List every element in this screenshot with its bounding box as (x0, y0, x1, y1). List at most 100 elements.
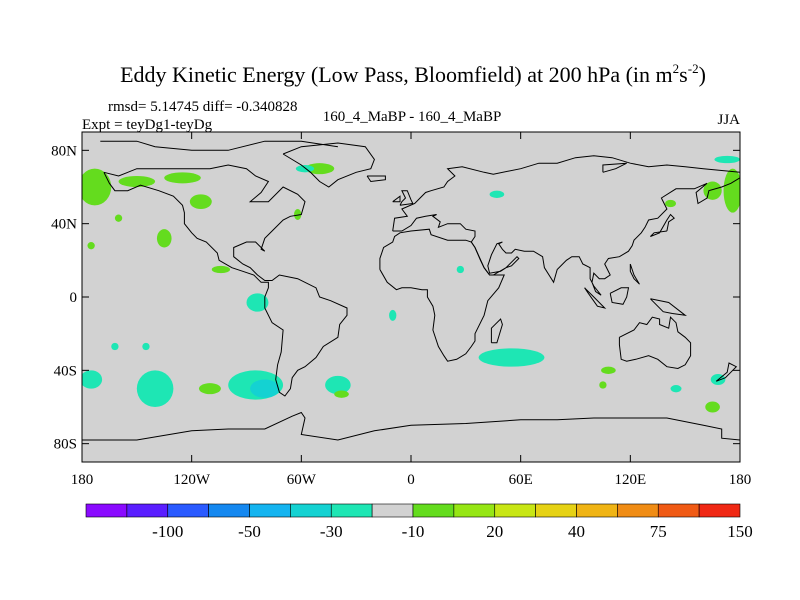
coastline-2 (282, 142, 375, 188)
colorbar-box-15 (698, 503, 741, 518)
colorbar-label-6: 75 (650, 522, 667, 541)
contour-regions (82, 155, 740, 413)
colorbar-box-3 (208, 503, 250, 518)
contour-region-21 (198, 383, 221, 395)
colorbar-box-12 (576, 503, 618, 518)
contour-region-25 (334, 390, 349, 398)
coastline-1 (103, 164, 348, 397)
contour-region-20 (136, 370, 174, 407)
coastline-10 (650, 213, 675, 237)
title-sup2: -2 (688, 61, 699, 76)
contour-region-27 (111, 342, 119, 351)
coastlines (82, 140, 740, 441)
colorbar-box-5 (290, 503, 332, 518)
contour-region-5 (295, 165, 315, 173)
contour-region-2 (164, 172, 201, 184)
coastline-4 (392, 155, 740, 232)
colorbar-label-1: -50 (238, 522, 261, 541)
coastline-13 (650, 298, 687, 317)
contour-region-23 (250, 379, 280, 398)
contour-region-32 (705, 401, 720, 413)
y-tick-label-3: 40S (54, 363, 77, 379)
contour-region-3 (189, 194, 212, 210)
contour-region-31 (670, 385, 682, 393)
y-tick-label-1: 40N (51, 217, 77, 233)
chart-title: Eddy Kinetic Energy (Low Pass, Bloomfiel… (120, 61, 706, 87)
contour-region-1 (118, 176, 156, 187)
colorbar-box-8 (412, 503, 455, 518)
contour-region-19 (82, 370, 103, 389)
x-tick-label-1: 120W (173, 472, 211, 488)
contour-region-9 (114, 214, 123, 222)
coastline-6 (379, 228, 505, 362)
contour-region-4 (304, 163, 335, 175)
coastline-7 (490, 318, 503, 344)
title-mid: s (679, 62, 688, 87)
contour-region-8 (87, 242, 95, 250)
contour-region-24 (325, 375, 351, 395)
colorbar-label-7: 150 (727, 522, 753, 541)
colorbar-label-2: -30 (320, 522, 343, 541)
colorbar-box-4 (249, 503, 291, 518)
contour-region-7 (156, 229, 172, 248)
contour-region-16 (723, 168, 740, 213)
coastline-17 (629, 263, 640, 285)
contour-region-13 (456, 265, 465, 274)
x-tick-label-2: 60W (287, 472, 317, 488)
y-tick-label-4: 80S (54, 437, 77, 453)
contour-region-12 (389, 309, 397, 321)
coastline-15 (392, 195, 401, 203)
contour-region-28 (478, 348, 545, 367)
experiment-text: Expt = teyDg1-teyDg (82, 117, 213, 133)
contour-region-0 (82, 168, 112, 206)
colorbar-box-2 (167, 503, 209, 518)
coastline-9 (715, 362, 738, 382)
colorbar-label-4: 20 (486, 522, 503, 541)
colorbar-label-0: -100 (152, 522, 183, 541)
colorbar-box-10 (494, 503, 536, 518)
colorbar-box-6 (330, 503, 373, 518)
coastline-11 (584, 287, 607, 309)
center-label: 160_4_MaBP - 160_4_MaBP (323, 109, 502, 125)
y-tick-label-0: 80N (51, 143, 77, 159)
season-label: JJA (717, 112, 740, 128)
coastline-16 (82, 411, 740, 441)
colorbar-box-7 (371, 503, 414, 518)
coastline-14 (399, 190, 414, 206)
x-tick-label-4: 60E (509, 472, 533, 488)
coastline-3 (366, 175, 386, 183)
x-tick-label-5: 120E (614, 472, 646, 488)
title-main: Eddy Kinetic Energy (Low Pass, Bloomfiel… (120, 62, 673, 87)
y-tick-label-2: 0 (70, 290, 78, 306)
contour-region-15 (665, 199, 677, 208)
coastline-8 (618, 316, 692, 370)
colorbar-label-3: -10 (402, 522, 425, 541)
coastline-0 (100, 140, 338, 151)
map-plot: 180 120W 60W 0 60E 120E 180 80N 40N 0 40S 80S (51, 131, 751, 488)
colorbar-box-14 (657, 503, 700, 518)
x-tick-label-3: 0 (407, 472, 415, 488)
x-tick-label-0: 180 (71, 472, 94, 488)
contour-region-26 (142, 342, 150, 351)
contour-region-29 (601, 366, 616, 375)
axis-ticks: 180 120W 60W 0 60E 120E 180 80N 40N 0 40S 80S (51, 132, 751, 488)
contour-region-10 (294, 209, 302, 220)
colorbar-box-0 (85, 503, 128, 518)
colorbar-box-9 (453, 503, 496, 518)
stats-text: rmsd= 5.14745 diff= -0.340828 (108, 99, 298, 115)
colorbar-box-11 (535, 503, 577, 518)
contour-region-11 (246, 293, 269, 312)
contour-region-18 (714, 155, 740, 164)
colorbar-box-1 (126, 503, 169, 518)
contour-region-33 (599, 381, 607, 389)
coastline-18 (602, 162, 627, 173)
contour-region-14 (489, 190, 505, 198)
colorbar-box-13 (617, 503, 659, 518)
colorbar: -100 -50 -30 -10 20 40 75 150 (85, 503, 753, 541)
x-tick-label-6: 180 (729, 472, 752, 488)
title-sup1: 2 (673, 61, 680, 76)
contour-region-6 (211, 265, 231, 274)
title-end: ) (699, 62, 706, 87)
coastline-5 (392, 177, 740, 296)
